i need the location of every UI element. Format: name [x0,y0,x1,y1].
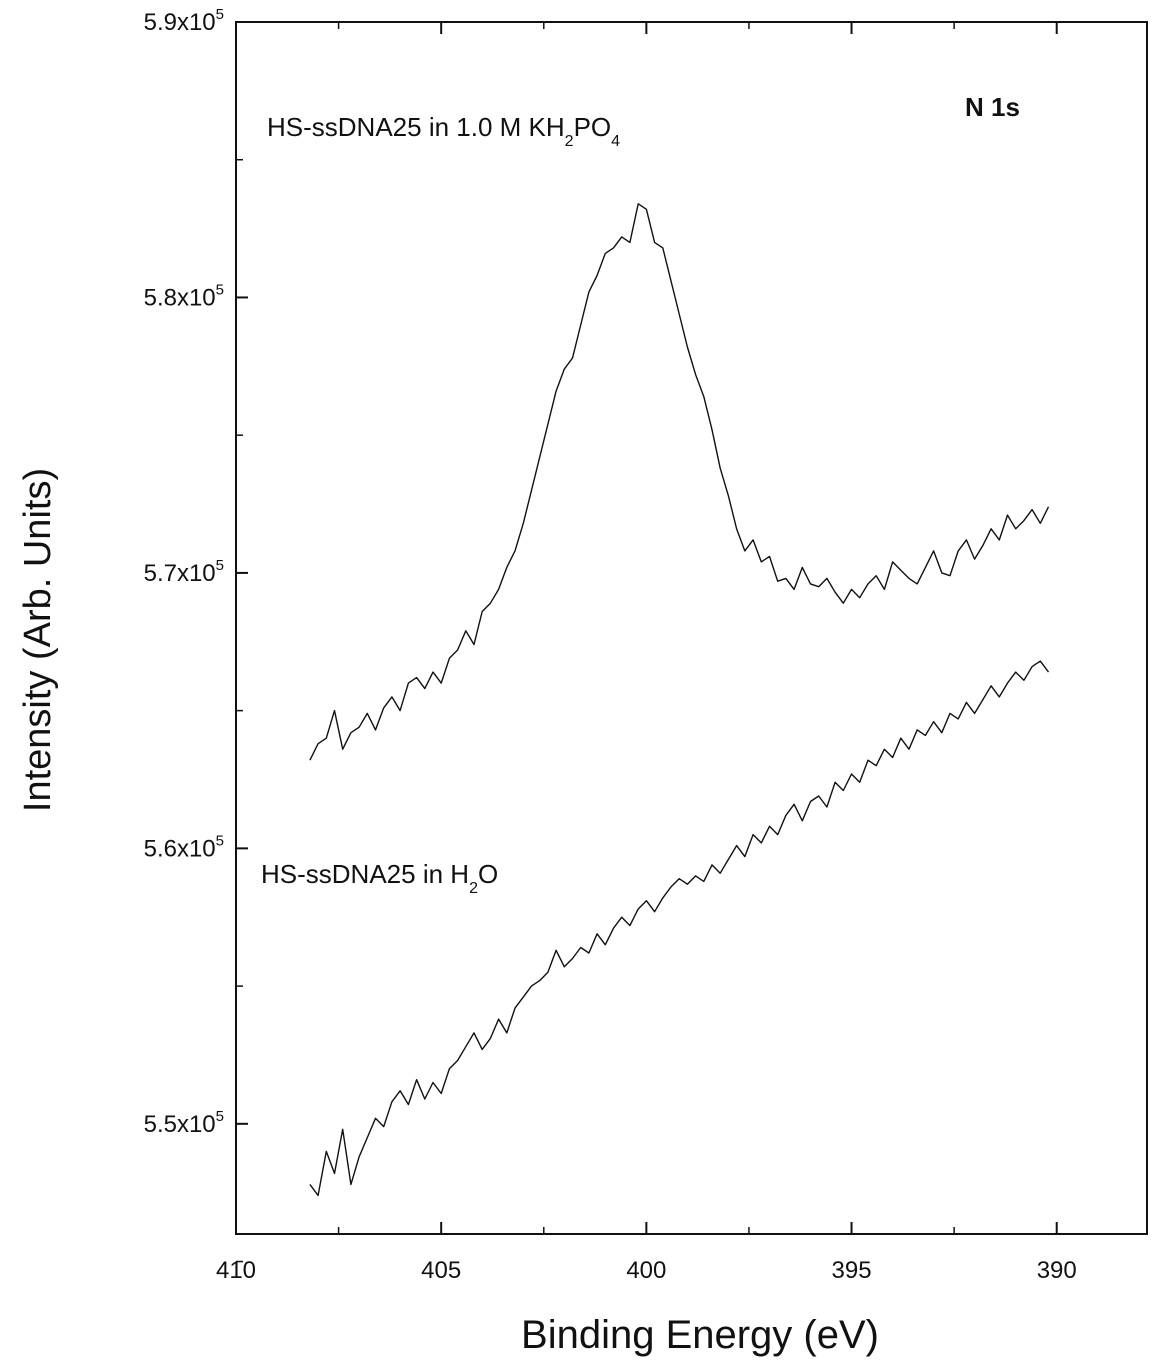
x-axis-title: Binding Energy (eV) [521,1313,879,1357]
annotation-kh2po4-mid: PO [574,112,612,142]
y-tick-mantissa: 5.7x10 [144,560,216,587]
series-line-kh2po4 [309,203,1050,761]
y-tick-mantissa: 5.6x10 [144,835,216,862]
y-tick-exponent: 5 [216,557,224,574]
series-layer [309,203,1050,1197]
plot-frame [235,21,1148,1235]
x-tick-label: 410 [216,1257,256,1284]
y-tick-label: 5.6x105 [144,832,224,862]
y-tick-mantissa: 5.8x10 [144,284,216,311]
y-tick-label: 5.9x105 [144,6,224,36]
annotation-kh2po4-text: HS-ssDNA25 in 1.0 M KH [267,112,565,142]
y-tick-mantissa: 5.9x10 [144,9,216,36]
y-tick-exponent: 5 [216,281,224,298]
annotation-kh2po4-sub2: 4 [611,133,620,150]
y-tick-mantissa: 5.5x10 [144,1111,216,1138]
x-tick-label: 405 [421,1257,461,1284]
y-axis-title: Intensity (Arb. Units) [17,468,59,812]
annotation-kh2po4-sub1: 2 [565,133,574,150]
y-tick-exponent: 5 [216,832,224,849]
annotation-h2o-text: HS-ssDNA25 in H [261,859,469,889]
y-tick-label: 5.8x105 [144,281,224,311]
annotation-h2o-sub: 2 [469,880,478,897]
axis-ticks [235,21,1058,1263]
x-tick-label: 400 [626,1257,666,1284]
y-tick-label: 5.5x105 [144,1108,224,1138]
series-line-h2o [309,660,1050,1197]
x-tick-label: 390 [1037,1257,1077,1284]
annotation-kh2po4: HS-ssDNA25 in 1.0 M KH2PO4 [267,112,620,150]
axis-tick-labels: 410 405 400 395 3905.5x1055.6x1055.7x1055.8x… [144,6,1077,1284]
y-tick-label: 5.7x105 [144,557,224,587]
y-tick-exponent: 5 [216,6,224,23]
x-tick-label: 395 [832,1257,872,1284]
chart-title: N 1s [965,92,1020,122]
annotation-h2o: HS-ssDNA25 in H2O [261,859,498,897]
annotation-h2o-post: O [478,859,498,889]
y-tick-exponent: 5 [216,1108,224,1125]
